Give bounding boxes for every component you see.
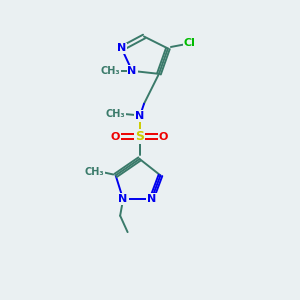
Text: O: O <box>159 132 168 142</box>
Text: Cl: Cl <box>184 38 195 48</box>
Text: N: N <box>128 66 137 76</box>
Text: N: N <box>135 111 144 121</box>
Text: CH₃: CH₃ <box>84 167 104 177</box>
Text: N: N <box>117 44 126 53</box>
Text: S: S <box>135 130 144 143</box>
Text: CH₃: CH₃ <box>106 109 125 119</box>
Text: CH₃: CH₃ <box>101 66 120 76</box>
Text: O: O <box>111 132 120 142</box>
Text: N: N <box>118 194 128 204</box>
Text: N: N <box>147 194 156 204</box>
